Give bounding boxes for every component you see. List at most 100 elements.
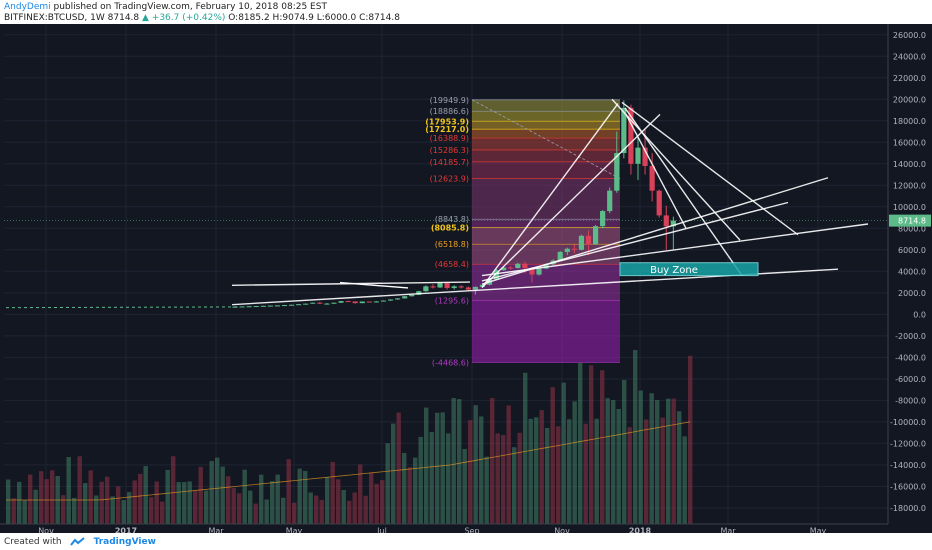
volume-bar	[550, 387, 555, 524]
author-link[interactable]: AndyDemi	[4, 2, 51, 12]
candle-body	[607, 190, 613, 212]
volume-bar	[39, 471, 44, 524]
volume-bar	[358, 464, 363, 524]
candle-body	[628, 107, 634, 164]
price-tick-label: -10000.0	[890, 418, 926, 427]
volume-bar	[330, 461, 335, 524]
candle-body	[529, 268, 535, 275]
fib-band	[472, 161, 620, 179]
volume-bar	[572, 401, 577, 524]
candle-body	[352, 301, 358, 304]
volume-bar	[270, 481, 275, 524]
volume-bar	[44, 479, 49, 524]
trend-line	[481, 113, 661, 288]
price-tick-label: 26000.0	[893, 31, 926, 40]
volume-bar	[33, 489, 38, 524]
volume-bar	[605, 398, 610, 524]
candle-body	[380, 300, 387, 302]
candle-body	[592, 226, 599, 245]
candle-body	[465, 287, 471, 290]
candle-body	[430, 286, 436, 288]
trend-line	[481, 201, 789, 282]
volume-bar	[446, 433, 451, 524]
price-axis-panel	[888, 24, 932, 534]
volume-bar	[286, 459, 291, 524]
volume-bar	[6, 479, 11, 524]
time-tick-label: Mar	[720, 527, 736, 534]
candle-body	[409, 294, 415, 297]
time-tick-label: 2017	[115, 527, 137, 534]
volume-bar	[50, 470, 55, 524]
volume-bar	[297, 468, 302, 524]
volume-bar	[99, 481, 104, 524]
price-tick-label: 2000.0	[898, 289, 926, 298]
volume-bar	[424, 407, 429, 524]
volume-bar	[264, 499, 269, 524]
volume-bar	[154, 481, 159, 524]
volume-bar	[490, 398, 495, 524]
created-with-label: Created with	[4, 536, 62, 547]
volume-bar	[275, 474, 280, 524]
volume-bar	[396, 412, 401, 524]
volume-bar	[556, 426, 561, 524]
candle-body	[564, 248, 570, 252]
volume-bar	[198, 466, 203, 524]
price-tick-label: 10000.0	[893, 203, 926, 212]
candle-body	[656, 190, 662, 216]
time-tick-label: Nov	[554, 527, 570, 534]
fib-band	[472, 129, 620, 139]
symbol-line: BITFINEX:BTCUSD, 1W 8714.8 ▲ +36.7 (+0.4…	[4, 13, 400, 23]
last-price-label: 8714.8	[898, 217, 926, 226]
candle-body	[621, 107, 627, 154]
volume-bar	[528, 418, 533, 524]
fib-trend-line	[471, 99, 621, 179]
volume-bar	[281, 497, 286, 524]
volume-bar	[534, 417, 539, 524]
volume-bar	[462, 448, 467, 524]
candle-body	[635, 147, 641, 164]
candle-body	[260, 305, 266, 307]
candle-body	[416, 291, 422, 295]
volume-bar	[594, 418, 599, 524]
volume-bar	[88, 470, 93, 524]
trend-line	[611, 98, 741, 241]
price-chart[interactable]: (19949.9) (18886.6)(17953.9)(17217.0)(163…	[0, 24, 932, 534]
price-tick-label: 22000.0	[893, 74, 926, 83]
volume-bar	[83, 483, 88, 524]
candle-body	[274, 305, 281, 307]
volume-bar	[116, 486, 121, 524]
candle-body	[451, 286, 457, 288]
volume-bar	[567, 419, 572, 524]
fib-band	[472, 300, 620, 363]
price-tick-label: 0.0	[913, 310, 926, 319]
volume-bar	[138, 473, 143, 524]
fib-band	[472, 99, 620, 112]
volume-ma-line	[6, 421, 691, 501]
volume-bar	[385, 443, 390, 524]
volume-bar	[369, 472, 374, 524]
volume-bar	[638, 390, 643, 524]
price-tick-label: 24000.0	[893, 52, 926, 61]
volume-bar	[440, 412, 445, 524]
volume-bar	[132, 480, 137, 524]
volume-bar	[473, 405, 478, 524]
tradingview-brand[interactable]: TradingView	[93, 536, 156, 547]
candle-body	[663, 215, 669, 227]
fib-band	[472, 149, 620, 162]
time-tick-label: Nov	[38, 527, 54, 534]
candle-body	[402, 296, 408, 299]
volume-bar	[374, 483, 379, 524]
volume-bar	[220, 466, 225, 524]
candle-body	[522, 263, 528, 269]
volume-bar	[226, 476, 231, 524]
candle-body	[303, 303, 309, 305]
candle-body	[288, 304, 295, 306]
candle-body	[317, 302, 323, 304]
volume-bar	[347, 500, 352, 524]
candle-body	[246, 306, 252, 308]
volume-bar	[451, 398, 456, 524]
volume-bar	[457, 399, 462, 524]
fib-band	[472, 219, 620, 228]
fib-band	[472, 264, 620, 301]
price-tick-label: -12000.0	[890, 439, 926, 448]
